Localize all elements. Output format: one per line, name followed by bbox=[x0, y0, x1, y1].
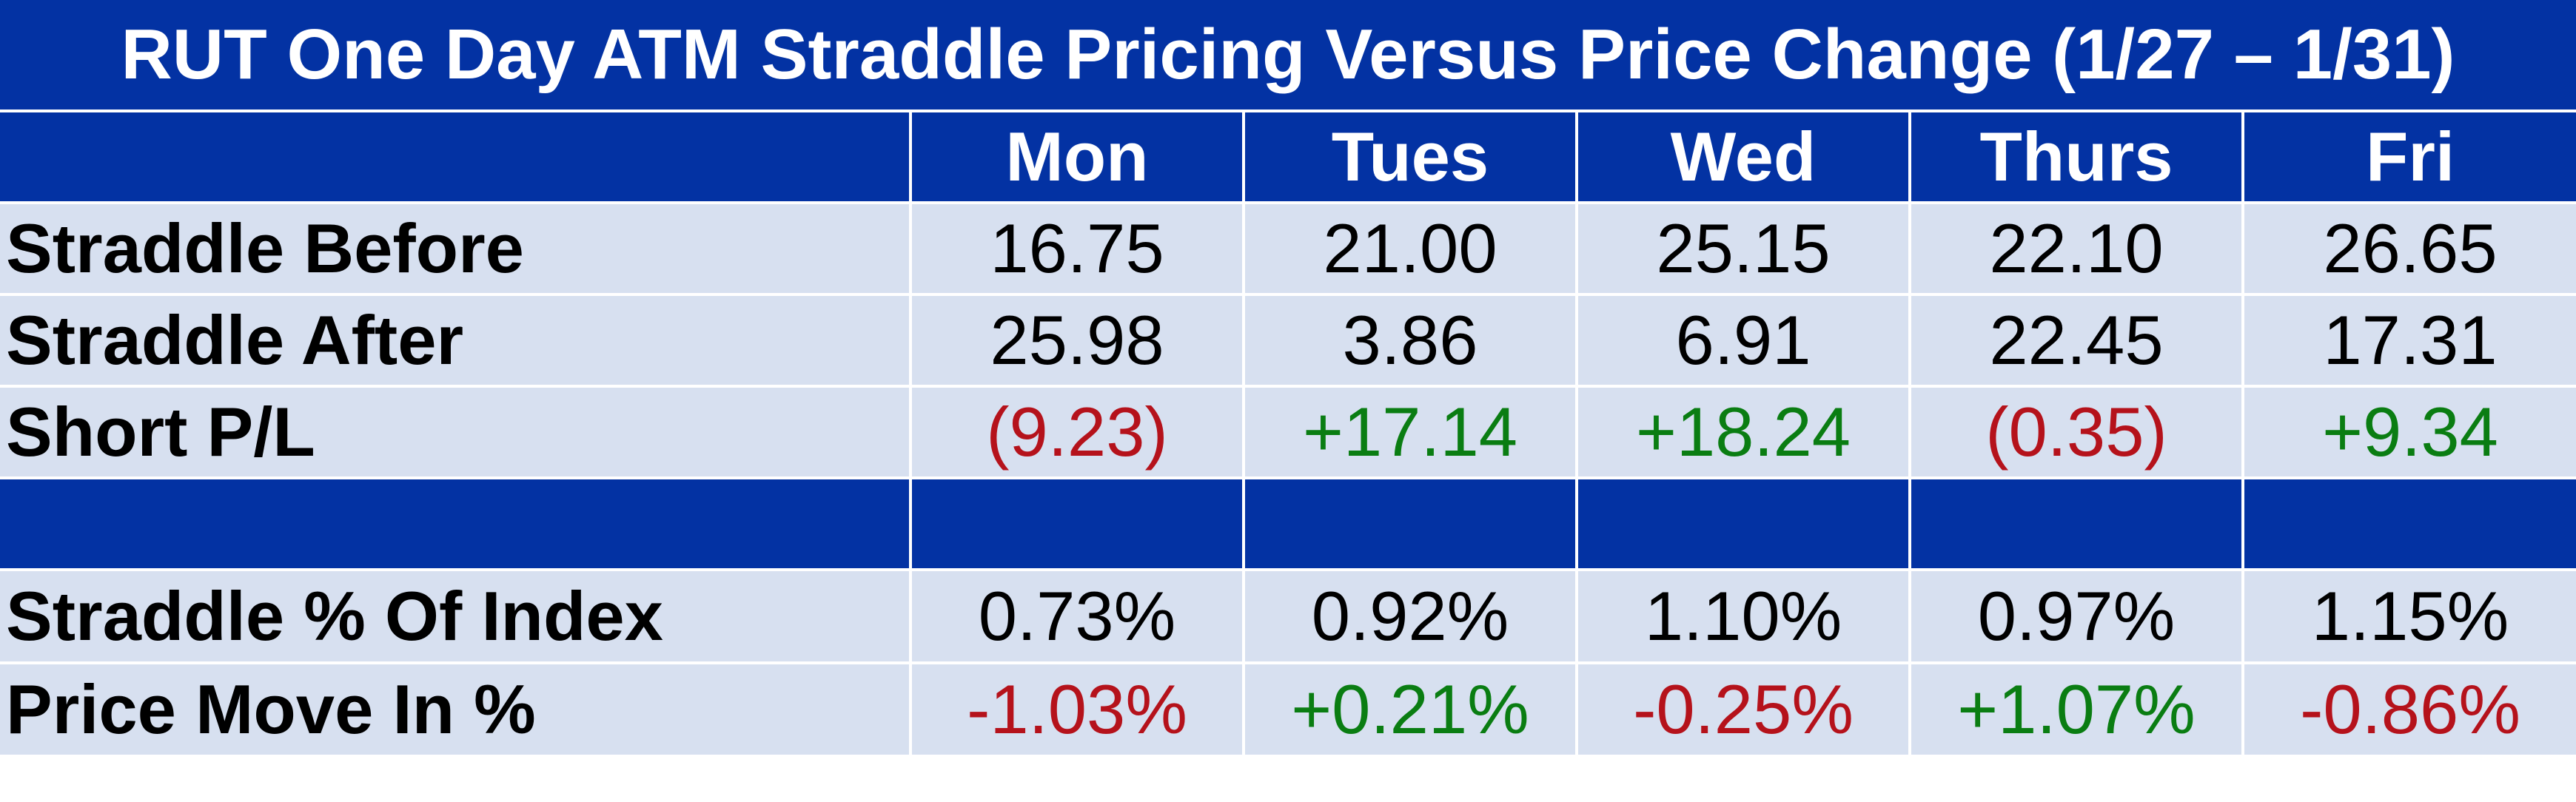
value-cell: 1.15% bbox=[2241, 568, 2576, 661]
value-cell: 0.73% bbox=[909, 568, 1242, 661]
value-cell: (0.35) bbox=[1908, 385, 2241, 476]
value-cell: -0.86% bbox=[2241, 661, 2576, 755]
value-cell: 21.00 bbox=[1242, 201, 1575, 293]
header-day: Tues bbox=[1242, 109, 1575, 201]
header-day: Mon bbox=[909, 109, 1242, 201]
row-label: Straddle After bbox=[0, 293, 909, 385]
row-label: Price Move In % bbox=[0, 661, 909, 755]
row-label: Straddle % Of Index bbox=[0, 568, 909, 661]
value-cell: +17.14 bbox=[1242, 385, 1575, 476]
header-day: Thurs bbox=[1908, 109, 2241, 201]
separator-cell bbox=[2241, 476, 2576, 568]
table-row: Straddle % Of Index 0.73% 0.92% 1.10% 0.… bbox=[0, 568, 2576, 661]
header-day: Wed bbox=[1575, 109, 1908, 201]
separator-row bbox=[0, 476, 2576, 568]
value-cell: +0.21% bbox=[1242, 661, 1575, 755]
separator-cell bbox=[1242, 476, 1575, 568]
separator-cell bbox=[909, 476, 1242, 568]
value-cell: 25.98 bbox=[909, 293, 1242, 385]
value-cell: 26.65 bbox=[2241, 201, 2576, 293]
row-label: Straddle Before bbox=[0, 201, 909, 293]
row-label: Short P/L bbox=[0, 385, 909, 476]
value-cell: 25.15 bbox=[1575, 201, 1908, 293]
table-title: RUT One Day ATM Straddle Pricing Versus … bbox=[0, 0, 2576, 109]
value-cell: 3.86 bbox=[1242, 293, 1575, 385]
value-cell: 17.31 bbox=[2241, 293, 2576, 385]
value-cell: -1.03% bbox=[909, 661, 1242, 755]
value-cell: (9.23) bbox=[909, 385, 1242, 476]
separator-cell bbox=[1575, 476, 1908, 568]
value-cell: 0.92% bbox=[1242, 568, 1575, 661]
separator-cell bbox=[0, 476, 909, 568]
value-cell: +9.34 bbox=[2241, 385, 2576, 476]
value-cell: +1.07% bbox=[1908, 661, 2241, 755]
header-corner bbox=[0, 109, 909, 201]
header-day: Fri bbox=[2241, 109, 2576, 201]
table-row: Price Move In % -1.03% +0.21% -0.25% +1.… bbox=[0, 661, 2576, 755]
value-cell: 1.10% bbox=[1575, 568, 1908, 661]
value-cell: 22.45 bbox=[1908, 293, 2241, 385]
header-row: Mon Tues Wed Thurs Fri bbox=[0, 109, 2576, 201]
value-cell: +18.24 bbox=[1575, 385, 1908, 476]
value-cell: 22.10 bbox=[1908, 201, 2241, 293]
value-cell: -0.25% bbox=[1575, 661, 1908, 755]
value-cell: 6.91 bbox=[1575, 293, 1908, 385]
value-cell: 16.75 bbox=[909, 201, 1242, 293]
value-cell: 0.97% bbox=[1908, 568, 2241, 661]
separator-cell bbox=[1908, 476, 2241, 568]
table-row: Short P/L (9.23) +17.14 +18.24 (0.35) +9… bbox=[0, 385, 2576, 476]
table-row: Straddle Before 16.75 21.00 25.15 22.10 … bbox=[0, 201, 2576, 293]
table-row: Straddle After 25.98 3.86 6.91 22.45 17.… bbox=[0, 293, 2576, 385]
